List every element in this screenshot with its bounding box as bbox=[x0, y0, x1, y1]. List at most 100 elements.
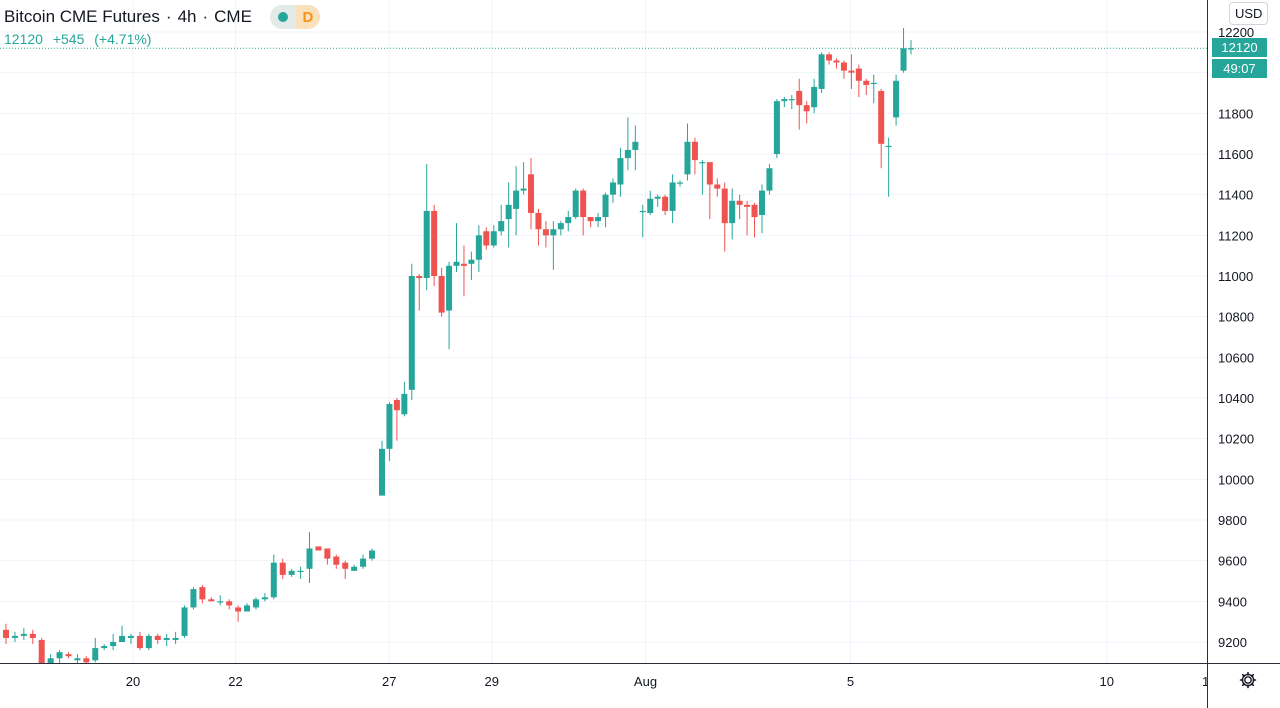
candle-down bbox=[826, 54, 833, 61]
price-tick-label: 11600 bbox=[1218, 147, 1253, 162]
candle-up bbox=[781, 99, 788, 102]
candle-up bbox=[684, 141, 691, 175]
candlestick-plot[interactable] bbox=[0, 0, 1207, 663]
candle-up bbox=[811, 86, 818, 108]
candle-down bbox=[416, 276, 423, 279]
last-price: 12120 bbox=[4, 31, 43, 47]
candle-up bbox=[217, 601, 224, 603]
candle-down bbox=[542, 229, 549, 236]
legend-separator: · bbox=[202, 7, 209, 26]
candle-up bbox=[20, 633, 27, 636]
symbol-legend[interactable]: Bitcoin CME Futures · 4h · CME D bbox=[4, 5, 320, 29]
candle-up bbox=[572, 190, 579, 218]
candle-up bbox=[818, 54, 825, 89]
candle-up bbox=[252, 599, 259, 608]
candle-up bbox=[870, 82, 877, 85]
candle-down bbox=[431, 210, 438, 276]
candle-up bbox=[490, 231, 497, 246]
candle-down bbox=[154, 635, 161, 640]
candle-down bbox=[136, 635, 143, 649]
candle-up bbox=[288, 570, 295, 575]
candle-up bbox=[369, 550, 375, 559]
candle-down bbox=[528, 174, 535, 213]
candle-up bbox=[677, 182, 684, 184]
candle-up bbox=[306, 548, 313, 569]
candle-up bbox=[758, 190, 765, 215]
candle-down bbox=[460, 263, 467, 266]
candle-up bbox=[908, 48, 914, 50]
candle-up bbox=[244, 605, 251, 612]
candle-up bbox=[475, 235, 482, 260]
candle-down bbox=[29, 633, 36, 638]
quote-line: 12120 +545 (+4.71%) bbox=[4, 31, 157, 47]
price-tick-label: 11000 bbox=[1218, 269, 1253, 284]
candle-down bbox=[438, 276, 445, 313]
currency-button[interactable]: USD bbox=[1229, 2, 1269, 25]
candle-up bbox=[408, 276, 415, 390]
candle-up bbox=[360, 558, 367, 567]
candle-up bbox=[11, 635, 18, 638]
candle-down bbox=[3, 629, 9, 638]
symbol-name[interactable]: Bitcoin CME Futures bbox=[4, 7, 160, 26]
price-tick-label: 12200 bbox=[1218, 25, 1254, 40]
candle-up bbox=[47, 658, 54, 663]
candle-down bbox=[691, 141, 698, 161]
time-axis-ticks: 20222729Aug5101217 bbox=[126, 674, 1207, 689]
price-axis[interactable]: 9200 9400 9600 9800 10000 10200 10400 10600 1080… bbox=[1207, 0, 1280, 663]
time-tick-label: 29 bbox=[485, 674, 499, 689]
time-tick-label: 20 bbox=[126, 674, 140, 689]
price-tick-label: 10600 bbox=[1218, 350, 1254, 365]
candle-up bbox=[163, 637, 170, 640]
candle-up bbox=[119, 635, 126, 642]
price-tick-label: 10800 bbox=[1218, 310, 1254, 325]
candle-up bbox=[699, 162, 706, 164]
price-tick-label: 10200 bbox=[1218, 432, 1254, 447]
chart-area[interactable] bbox=[0, 0, 1207, 663]
candle-down bbox=[587, 217, 594, 222]
candle-up bbox=[386, 404, 393, 449]
candle-down bbox=[483, 231, 490, 246]
time-axis[interactable]: 20222729Aug5101217 bbox=[0, 663, 1207, 708]
price-tick-label: 10000 bbox=[1218, 472, 1254, 487]
price-tick-label: 11200 bbox=[1218, 228, 1253, 243]
market-status-pills[interactable]: D bbox=[269, 5, 320, 29]
candle-down bbox=[721, 188, 728, 224]
bar-countdown-label: 49:07 bbox=[1212, 59, 1267, 78]
candle-down bbox=[535, 212, 542, 230]
candle-down bbox=[662, 196, 669, 211]
candle-up bbox=[595, 217, 602, 222]
gear-icon[interactable] bbox=[1238, 670, 1258, 690]
candle-up bbox=[190, 589, 197, 608]
price-tick-label: 11400 bbox=[1218, 188, 1253, 203]
price-tick-label: 10400 bbox=[1218, 391, 1254, 406]
candle-up bbox=[602, 194, 609, 218]
candle-down bbox=[803, 105, 810, 112]
candle-down bbox=[65, 654, 72, 657]
candle-up bbox=[351, 566, 358, 571]
candle-down bbox=[235, 607, 242, 612]
candle-down bbox=[333, 556, 340, 565]
candle-up bbox=[101, 646, 108, 649]
candle-up bbox=[453, 261, 460, 266]
candle-up bbox=[127, 635, 134, 638]
time-tick-label: Aug bbox=[634, 674, 657, 689]
candle-down bbox=[878, 90, 885, 144]
candle-down bbox=[324, 548, 331, 559]
candle-up bbox=[520, 188, 527, 191]
candle-up bbox=[110, 642, 117, 647]
candle-down bbox=[342, 562, 349, 569]
candle-down bbox=[863, 80, 870, 85]
delayed-badge[interactable]: D bbox=[295, 5, 320, 29]
candle-up bbox=[172, 637, 179, 640]
candle-up bbox=[56, 652, 63, 659]
candle-down bbox=[208, 599, 215, 602]
candle-up bbox=[181, 607, 188, 636]
interval-label[interactable]: 4h bbox=[177, 7, 197, 26]
axis-corner bbox=[1207, 663, 1280, 708]
candle-down bbox=[736, 200, 743, 205]
time-tick-label: 27 bbox=[382, 674, 396, 689]
price-tick-label: 9400 bbox=[1218, 594, 1247, 609]
candle-up bbox=[766, 168, 773, 191]
price-tick-label: 9600 bbox=[1218, 554, 1247, 569]
status-dot-icon[interactable] bbox=[269, 5, 296, 29]
